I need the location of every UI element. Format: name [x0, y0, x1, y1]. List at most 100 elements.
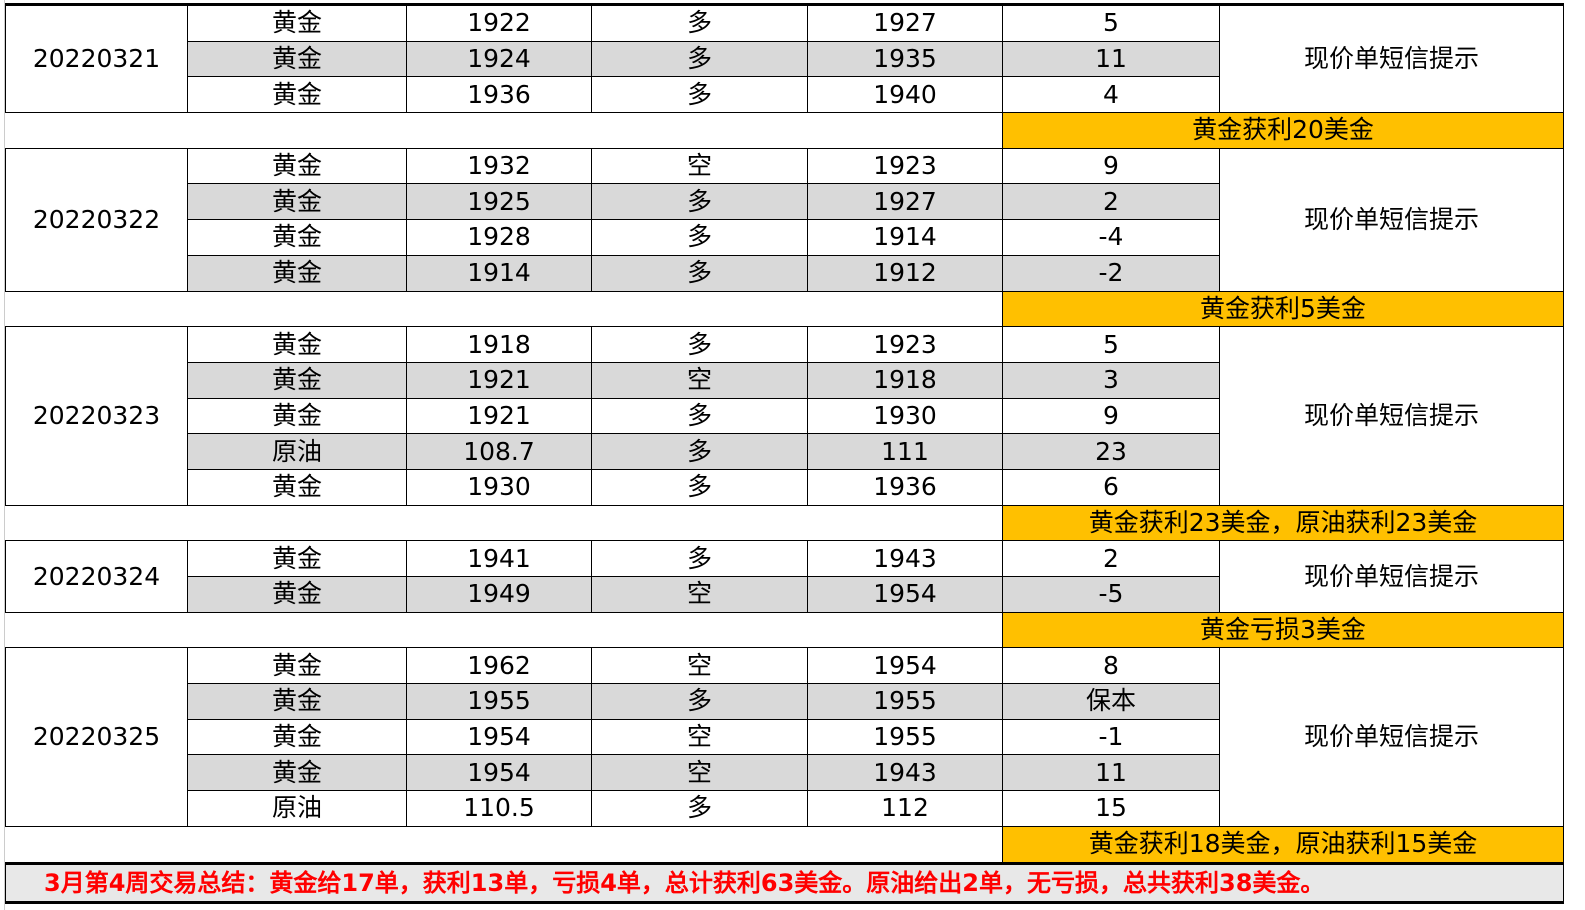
result-cell[interactable]: 黄金获利18美金，原油获利15美金 — [1002, 825, 1564, 864]
exit-price-cell[interactable]: 1943 — [807, 540, 1003, 577]
result-cell[interactable]: 黄金获利23美金，原油获利23美金 — [1002, 504, 1564, 542]
profit-cell[interactable]: 保本 — [1002, 683, 1220, 720]
instrument-cell[interactable]: 黄金 — [187, 718, 407, 756]
entry-price-cell[interactable]: 1922 — [406, 4, 592, 42]
direction-cell[interactable]: 空 — [591, 361, 808, 399]
direction-cell[interactable]: 多 — [591, 326, 808, 363]
direction-cell[interactable]: 空 — [591, 576, 808, 613]
date-cell[interactable]: 20220323 — [5, 326, 188, 506]
instrument-cell[interactable]: 黄金 — [187, 326, 407, 363]
profit-cell[interactable]: 11 — [1002, 754, 1220, 792]
exit-price-cell[interactable]: 1923 — [807, 326, 1003, 363]
empty-cell[interactable] — [5, 112, 1003, 149]
direction-cell[interactable]: 空 — [591, 647, 808, 685]
exit-price-cell[interactable]: 1954 — [807, 647, 1003, 685]
direction-cell[interactable]: 多 — [591, 183, 808, 221]
weekly-summary[interactable]: 3月第4周交易总结：黄金给17单，获利13单，亏损4单，总计获利63美金。原油给… — [5, 861, 1564, 904]
result-cell[interactable]: 黄金亏损3美金 — [1002, 611, 1564, 649]
direction-cell[interactable]: 多 — [591, 683, 808, 720]
direction-cell[interactable]: 空 — [591, 147, 808, 185]
empty-cell[interactable] — [5, 611, 1003, 649]
note-cell[interactable]: 现价单短信提示 — [1219, 147, 1564, 292]
exit-price-cell[interactable]: 1954 — [807, 576, 1003, 613]
exit-price-cell[interactable]: 1923 — [807, 147, 1003, 185]
instrument-cell[interactable]: 黄金 — [187, 361, 407, 399]
entry-price-cell[interactable]: 1955 — [406, 683, 592, 720]
instrument-cell[interactable]: 黄金 — [187, 468, 407, 506]
exit-price-cell[interactable]: 112 — [807, 790, 1003, 827]
profit-cell[interactable]: -1 — [1002, 718, 1220, 756]
date-cell[interactable]: 20220324 — [5, 540, 188, 613]
profit-cell[interactable]: 9 — [1002, 147, 1220, 185]
profit-cell[interactable]: 3 — [1002, 361, 1220, 399]
entry-price-cell[interactable]: 1914 — [406, 254, 592, 292]
entry-price-cell[interactable]: 108.7 — [406, 433, 592, 470]
profit-cell[interactable]: 2 — [1002, 183, 1220, 221]
instrument-cell[interactable]: 黄金 — [187, 219, 407, 256]
exit-price-cell[interactable]: 1912 — [807, 254, 1003, 292]
instrument-cell[interactable]: 原油 — [187, 790, 407, 827]
profit-cell[interactable]: 4 — [1002, 76, 1220, 114]
entry-price-cell[interactable]: 1936 — [406, 76, 592, 114]
exit-price-cell[interactable]: 1935 — [807, 40, 1003, 78]
exit-price-cell[interactable]: 1955 — [807, 718, 1003, 756]
direction-cell[interactable]: 多 — [591, 254, 808, 292]
profit-cell[interactable]: 15 — [1002, 790, 1220, 827]
exit-price-cell[interactable]: 1930 — [807, 397, 1003, 435]
entry-price-cell[interactable]: 1924 — [406, 40, 592, 78]
exit-price-cell[interactable]: 1940 — [807, 76, 1003, 114]
direction-cell[interactable]: 多 — [591, 76, 808, 114]
direction-cell[interactable]: 多 — [591, 397, 808, 435]
result-cell[interactable]: 黄金获利20美金 — [1002, 112, 1564, 149]
exit-price-cell[interactable]: 111 — [807, 433, 1003, 470]
direction-cell[interactable]: 多 — [591, 433, 808, 470]
entry-price-cell[interactable]: 1925 — [406, 183, 592, 221]
instrument-cell[interactable]: 黄金 — [187, 4, 407, 42]
entry-price-cell[interactable]: 1949 — [406, 576, 592, 613]
profit-cell[interactable]: 8 — [1002, 647, 1220, 685]
date-cell[interactable]: 20220321 — [5, 3, 188, 114]
entry-price-cell[interactable]: 1918 — [406, 326, 592, 363]
entry-price-cell[interactable]: 1921 — [406, 397, 592, 435]
empty-cell[interactable] — [5, 504, 1003, 542]
direction-cell[interactable]: 多 — [591, 219, 808, 256]
direction-cell[interactable]: 多 — [591, 468, 808, 506]
note-cell[interactable]: 现价单短信提示 — [1219, 326, 1564, 506]
instrument-cell[interactable]: 黄金 — [187, 647, 407, 685]
entry-price-cell[interactable]: 110.5 — [406, 790, 592, 827]
exit-price-cell[interactable]: 1918 — [807, 361, 1003, 399]
date-cell[interactable]: 20220325 — [5, 647, 188, 827]
exit-price-cell[interactable]: 1936 — [807, 468, 1003, 506]
direction-cell[interactable]: 空 — [591, 718, 808, 756]
exit-price-cell[interactable]: 1927 — [807, 4, 1003, 42]
entry-price-cell[interactable]: 1930 — [406, 468, 592, 506]
profit-cell[interactable]: -5 — [1002, 576, 1220, 613]
entry-price-cell[interactable]: 1954 — [406, 754, 592, 792]
instrument-cell[interactable]: 黄金 — [187, 576, 407, 613]
instrument-cell[interactable]: 黄金 — [187, 683, 407, 720]
entry-price-cell[interactable]: 1932 — [406, 147, 592, 185]
instrument-cell[interactable]: 黄金 — [187, 40, 407, 78]
instrument-cell[interactable]: 黄金 — [187, 147, 407, 185]
instrument-cell[interactable]: 黄金 — [187, 754, 407, 792]
profit-cell[interactable]: 2 — [1002, 540, 1220, 577]
profit-cell[interactable]: 5 — [1002, 326, 1220, 363]
exit-price-cell[interactable]: 1943 — [807, 754, 1003, 792]
direction-cell[interactable]: 多 — [591, 540, 808, 577]
entry-price-cell[interactable]: 1941 — [406, 540, 592, 577]
entry-price-cell[interactable]: 1928 — [406, 219, 592, 256]
empty-cell[interactable] — [5, 825, 1003, 864]
note-cell[interactable]: 现价单短信提示 — [1219, 540, 1564, 613]
entry-price-cell[interactable]: 1962 — [406, 647, 592, 685]
result-cell[interactable]: 黄金获利5美金 — [1002, 290, 1564, 328]
profit-cell[interactable]: 9 — [1002, 397, 1220, 435]
profit-cell[interactable]: 5 — [1002, 4, 1220, 42]
exit-price-cell[interactable]: 1927 — [807, 183, 1003, 221]
entry-price-cell[interactable]: 1954 — [406, 718, 592, 756]
profit-cell[interactable]: 6 — [1002, 468, 1220, 506]
instrument-cell[interactable]: 黄金 — [187, 183, 407, 221]
exit-price-cell[interactable]: 1955 — [807, 683, 1003, 720]
instrument-cell[interactable]: 原油 — [187, 433, 407, 470]
profit-cell[interactable]: -2 — [1002, 254, 1220, 292]
direction-cell[interactable]: 空 — [591, 754, 808, 792]
